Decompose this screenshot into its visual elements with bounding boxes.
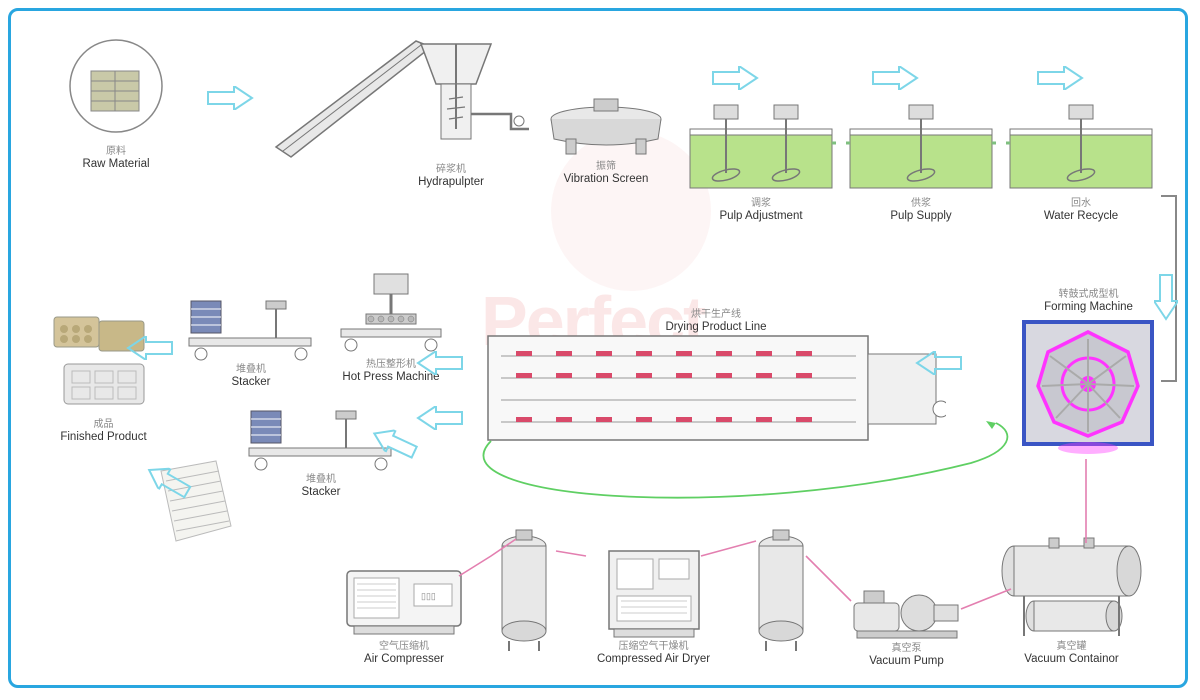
label-en: Drying Product Line — [486, 321, 946, 334]
water-recycle-icon — [1006, 103, 1156, 198]
label-cn: 回水 — [1006, 198, 1156, 210]
label-cn: 堆叠机 — [186, 364, 316, 376]
label-cn: 空气压缩机 — [329, 641, 479, 653]
raw-material-icon — [61, 36, 171, 146]
flow-arrow-a3 — [871, 66, 919, 95]
label-en: Raw Material — [51, 158, 181, 171]
node-air-tank-2 — [746, 526, 816, 656]
label-en: Hydrapulpter — [371, 176, 531, 189]
label-cn: 转鼓式成型机 — [1011, 289, 1166, 301]
label-cn: 堆叠机 — [246, 474, 396, 486]
air-tank-1-icon — [494, 526, 554, 656]
node-air-tank-1 — [489, 526, 559, 656]
svg-text:▯▯▯: ▯▯▯ — [421, 591, 436, 601]
flow-arrow-a7 — [416, 346, 464, 375]
label-en: Compressed Air Dryer — [571, 653, 736, 666]
node-stacker-bottom: 堆叠机 Stacker — [246, 401, 396, 499]
label-en: Vacuum Containor — [984, 653, 1159, 666]
flow-arrow-a5 — [1149, 273, 1178, 321]
finished-product-icon — [44, 309, 164, 419]
pulp-adjustment-icon — [686, 103, 836, 198]
node-air-compressor: ▯▯▯ 空气压缩机 Air Compresser — [329, 556, 479, 666]
flow-arrow-a4 — [1036, 66, 1084, 95]
flow-arrow-a10 — [126, 331, 174, 360]
pulp-supply-icon — [846, 103, 996, 198]
node-vibration-screen: 振筛 Vibration Screen — [531, 91, 681, 186]
label-cn: 振筛 — [531, 161, 681, 173]
node-water-recycle: 回水 Water Recycle — [1006, 103, 1156, 223]
label-en: Pulp Supply — [846, 210, 996, 223]
flow-arrow-a8 — [416, 401, 464, 430]
air-dryer-icon — [589, 541, 719, 641]
node-drying-line: 烘干生产线 Drying Product Line — [486, 309, 946, 444]
diagram-frame: Perfect 原料 Raw Material — [8, 8, 1188, 688]
label-cn: 烘干生产线 — [486, 309, 946, 321]
node-finished-product: 成品 Finished Product — [36, 309, 171, 444]
label-cn: 调浆 — [686, 198, 836, 210]
node-air-dryer: 压缩空气干燥机 Compressed Air Dryer — [571, 541, 736, 666]
node-stacker-top: 堆叠机 Stacker — [186, 291, 316, 389]
label-en: Air Compresser — [329, 653, 479, 666]
vibration-screen-icon — [536, 91, 676, 161]
label-cn: 供浆 — [846, 198, 996, 210]
node-raw-material: 原料 Raw Material — [51, 36, 181, 171]
label-en: Stacker — [186, 376, 316, 389]
label-cn: 原料 — [51, 146, 181, 158]
label-en: Pulp Adjustment — [686, 210, 836, 223]
flow-arrow-a6 — [915, 346, 963, 375]
label-en: Vacuum Pump — [844, 655, 969, 668]
air-compressor-icon: ▯▯▯ — [339, 556, 469, 641]
node-vacuum-pump: 真空泵 Vacuum Pump — [844, 583, 969, 668]
label-cn: 真空罐 — [984, 641, 1159, 653]
forming-machine-icon — [1016, 314, 1161, 454]
label-cn: 压缩空气干燥机 — [571, 641, 736, 653]
flow-arrow-a2 — [711, 66, 759, 95]
label-en: Stacker — [246, 486, 396, 499]
node-pulp-adjustment: 调浆 Pulp Adjustment — [686, 103, 836, 223]
node-vacuum-container: 真空罐 Vacuum Containor — [984, 536, 1159, 666]
vacuum-pump-icon — [849, 583, 964, 643]
hydrapulpter-icon — [271, 29, 531, 164]
vacuum-container-icon — [989, 536, 1154, 641]
label-en: Water Recycle — [1006, 210, 1156, 223]
label-cn: 成品 — [36, 419, 171, 431]
air-tank-2-icon — [751, 526, 811, 656]
label-cn: 真空泵 — [844, 643, 969, 655]
label-en: Forming Machine — [1011, 301, 1166, 314]
label-en: Finished Product — [36, 431, 171, 444]
node-pulp-supply: 供浆 Pulp Supply — [846, 103, 996, 223]
flow-arrow-a1 — [206, 86, 254, 115]
label-en: Vibration Screen — [531, 173, 681, 186]
drying-line-icon — [486, 334, 946, 444]
node-hydrapulpter: 碎浆机 Hydrapulpter — [271, 29, 531, 189]
node-forming-machine: 转鼓式成型机 Forming Machine — [1011, 289, 1166, 454]
label-cn: 碎浆机 — [371, 164, 531, 176]
stacker-top-icon — [186, 291, 316, 364]
